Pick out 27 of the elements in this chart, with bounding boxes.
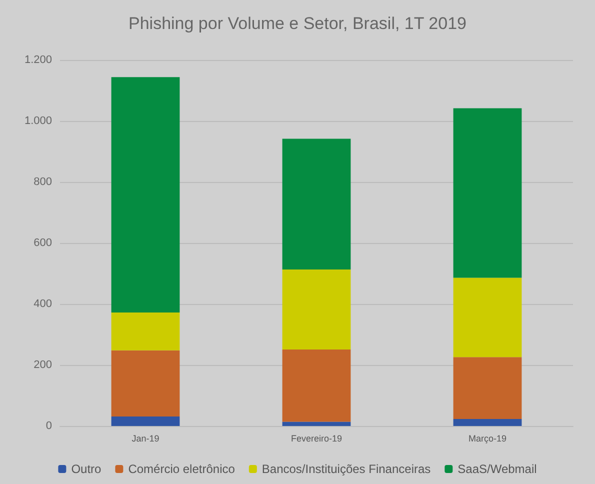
legend-label: SaaS/Webmail: [458, 462, 537, 476]
bar: [453, 108, 522, 278]
bar: [453, 418, 522, 426]
legend-label: Outro: [71, 462, 102, 476]
y-tick-label: 0: [46, 420, 52, 432]
bar: [111, 77, 180, 313]
chart-title: Phishing por Volume e Setor, Brasil, 1T 2019: [128, 14, 466, 33]
bar: [453, 278, 522, 358]
bar: [111, 350, 180, 417]
x-tick-label: Jan-19: [132, 434, 160, 444]
legend-label: Comércio eletrônico: [128, 462, 236, 476]
bar: [453, 357, 522, 419]
bar: [111, 312, 180, 350]
bar: [111, 416, 180, 426]
legend-label: Bancos/Instituições Financeiras: [262, 462, 431, 476]
y-tick-label: 200: [34, 359, 52, 371]
y-tick-label: 400: [34, 298, 52, 310]
bar: [282, 138, 351, 270]
bar: [282, 270, 351, 350]
x-tick-label: Março-19: [468, 434, 507, 444]
y-tick-label: 600: [34, 237, 52, 249]
y-tick-label: 800: [34, 176, 52, 188]
y-tick-label: 1.200: [24, 54, 52, 66]
bar: [282, 349, 351, 422]
y-tick-label: 1.000: [24, 115, 52, 127]
bar: [282, 422, 351, 426]
x-tick-label: Fevereiro-19: [290, 434, 342, 444]
